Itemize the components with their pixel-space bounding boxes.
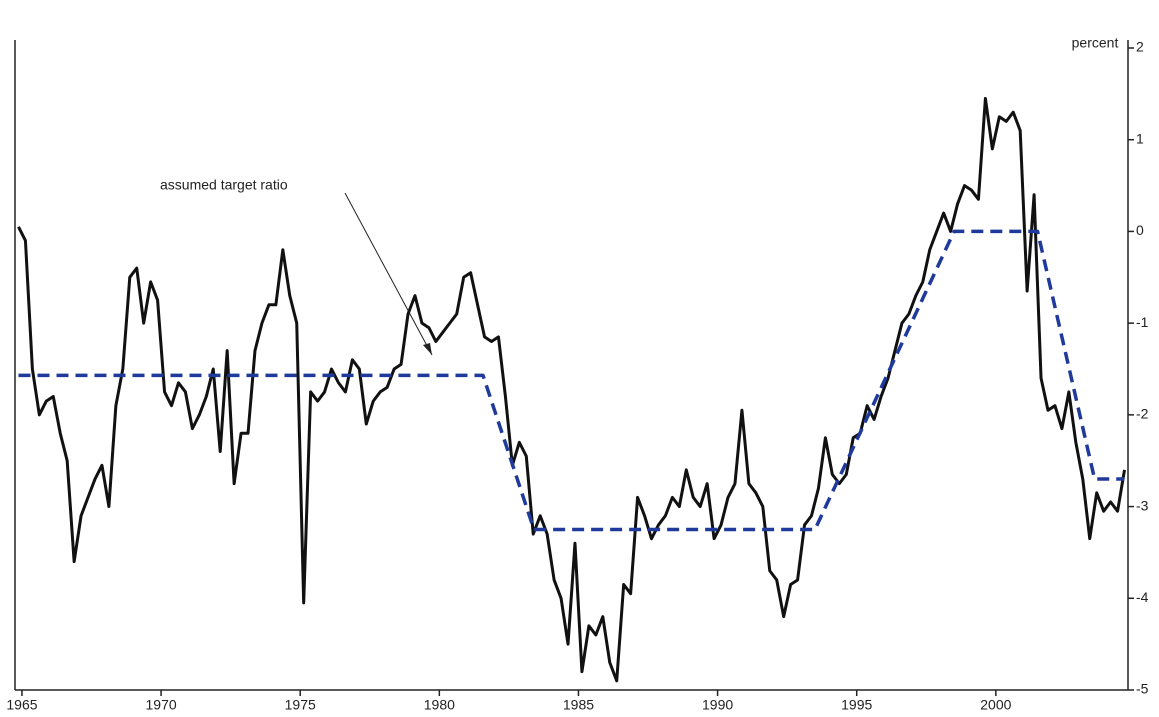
data-line (17, 96, 1126, 683)
y-tick-label: -4 (1136, 589, 1149, 605)
y-tick-label: 1 (1136, 130, 1144, 146)
x-tick-label: 1995 (841, 697, 872, 713)
y-tick-label: -1 (1136, 314, 1149, 330)
annotation: assumed target ratio (160, 177, 288, 193)
x-tick-label: 1980 (424, 697, 455, 713)
y-tick-label: -3 (1136, 497, 1149, 513)
y-tick-label: -5 (1136, 681, 1149, 697)
x-tick-label: 1970 (146, 697, 177, 713)
x-tick-label: 2000 (980, 697, 1011, 713)
annotation-arrow (344, 192, 433, 356)
y-tick-label: 0 (1136, 222, 1144, 238)
x-tick-label: 1985 (563, 697, 594, 713)
y-tick-label: 2 (1136, 39, 1144, 55)
x-tick-label: 1975 (285, 697, 316, 713)
dashed-line (18, 229, 1125, 532)
x-tick-label: 1990 (702, 697, 733, 713)
y-axis-label: percent (1072, 35, 1119, 51)
y-tick-label: -2 (1136, 406, 1149, 422)
x-tick-label: 1965 (6, 697, 37, 713)
